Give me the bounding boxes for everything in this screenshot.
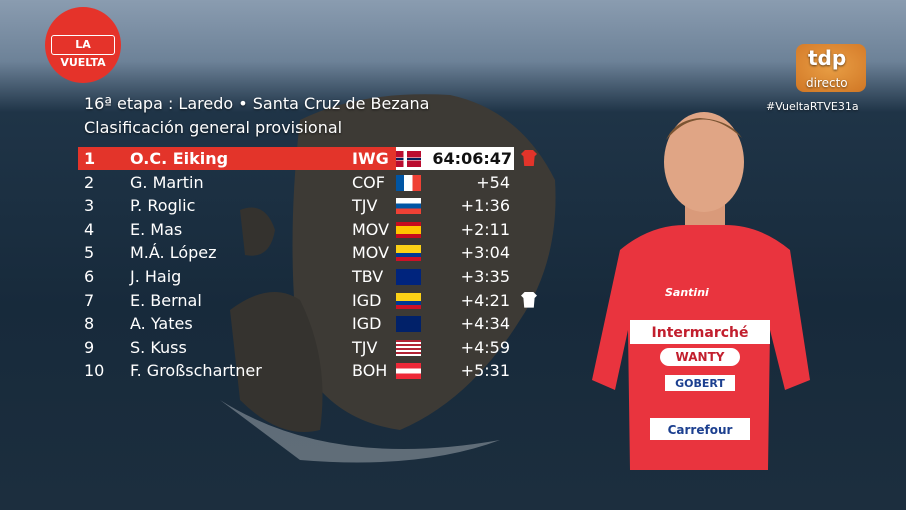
- rider-name: O.C. Eiking: [130, 149, 229, 168]
- rank: 3: [84, 196, 95, 216]
- jersey-text: Intermarché: [652, 325, 749, 341]
- time: 64:06:47: [432, 149, 512, 168]
- time: +1:36: [460, 196, 510, 216]
- rider-name: S. Kuss: [130, 337, 187, 357]
- team: IGD: [352, 314, 382, 334]
- rider-name: F. Großschartner: [130, 361, 262, 381]
- time: +4:34: [460, 314, 510, 334]
- standings-row: 4 E. Mas MOV +2:11: [78, 218, 518, 241]
- sponsor-band: [650, 418, 750, 440]
- rider-name: P. Roglic: [130, 196, 196, 216]
- jersey-icon: [521, 150, 537, 166]
- sponsor-band: [665, 375, 735, 391]
- time: +3:35: [460, 267, 510, 286]
- hair: [666, 118, 742, 140]
- team: COF: [352, 172, 385, 192]
- live-label: directo: [806, 76, 848, 90]
- rank: 6: [84, 267, 95, 286]
- time-box: [396, 147, 514, 170]
- classification-title: Clasificación general provisional: [84, 118, 343, 137]
- rider-name: E. Bernal: [130, 290, 202, 310]
- team: IWG: [352, 149, 389, 168]
- flag: [396, 363, 421, 380]
- time: +4:59: [460, 337, 510, 357]
- rider-name: E. Mas: [130, 219, 183, 239]
- rock: [230, 292, 323, 432]
- flag: [396, 316, 421, 333]
- team: TJV: [352, 196, 378, 216]
- flag: [396, 151, 421, 167]
- leader-bar: [78, 147, 396, 170]
- flag: [396, 198, 421, 215]
- rider: Santini Intermarché WANTY GOBERT Carrefo…: [592, 112, 810, 470]
- logo: LA VUELTA: [51, 35, 115, 69]
- rock: [292, 94, 556, 431]
- hashtag: #VueltaRTVE31a: [766, 100, 859, 113]
- standings-row: 6 J. Haig TBV +3:35: [78, 265, 518, 288]
- rider-name: G. Martin: [130, 172, 204, 192]
- time: +54: [476, 172, 510, 192]
- team: BOH: [352, 361, 388, 381]
- team: MOV: [352, 219, 390, 239]
- standings-row: 7 E. Bernal IGD +4:21: [78, 289, 537, 312]
- rider-name: A. Yates: [130, 314, 193, 334]
- jersey-icon: [521, 291, 537, 308]
- standings-row: 1 O.C. Eiking IWG 64:06:47: [78, 147, 537, 170]
- jersey-text: Carrefour: [668, 423, 733, 437]
- rank: 5: [84, 243, 95, 263]
- time: +5:31: [460, 361, 510, 381]
- rider-name: J. Haig: [130, 267, 182, 286]
- team: TJV: [352, 337, 378, 357]
- team: IGD: [352, 290, 382, 310]
- standings-row: 2 G. Martin COF +54: [78, 171, 518, 194]
- standings-row: 10 F. Großschartner BOH +5:31: [78, 359, 518, 382]
- face: [664, 112, 744, 212]
- jersey: [592, 225, 810, 470]
- foam: [220, 400, 500, 463]
- rank: 1: [84, 149, 96, 168]
- channel-logo: [796, 44, 866, 92]
- standings-row: 8 A. Yates IGD +4:34: [78, 312, 518, 335]
- team: MOV: [352, 243, 390, 263]
- rank: 4: [84, 219, 95, 239]
- channel-name: tdp: [808, 46, 847, 70]
- rank: 8: [84, 314, 95, 334]
- flag: [396, 339, 421, 356]
- sponsor-band: [630, 320, 770, 344]
- standings-row: 5 M.Á. López MOV +3:04: [78, 241, 518, 264]
- rank: 2: [84, 172, 95, 192]
- time: +4:21: [460, 290, 510, 310]
- time: +2:11: [460, 219, 510, 239]
- flag: [396, 245, 421, 262]
- standings-row: 9 S. Kuss TJV +4:59: [78, 336, 518, 359]
- stage-title: 16ª etapa : Laredo • Santa Cruz de Bezan…: [84, 94, 430, 113]
- rank: 10: [84, 361, 105, 381]
- rock: [240, 207, 275, 256]
- flag: [396, 174, 421, 191]
- jersey-text: Santini: [665, 286, 709, 299]
- flag: [396, 269, 421, 285]
- rider-name: M.Á. López: [130, 243, 217, 263]
- logo-circle: LA VUELTA: [45, 7, 121, 83]
- rank: 9: [84, 337, 95, 357]
- standings-row: 3 P. Roglic TJV +1:36: [78, 194, 518, 217]
- time: +3:04: [460, 243, 510, 263]
- jersey-text: WANTY: [676, 350, 725, 364]
- sponsor-band: [660, 348, 740, 366]
- jersey-text: GOBERT: [675, 377, 725, 390]
- flag: [396, 292, 421, 309]
- rank: 7: [84, 290, 95, 310]
- flag: [396, 221, 421, 238]
- team: TBV: [352, 267, 384, 286]
